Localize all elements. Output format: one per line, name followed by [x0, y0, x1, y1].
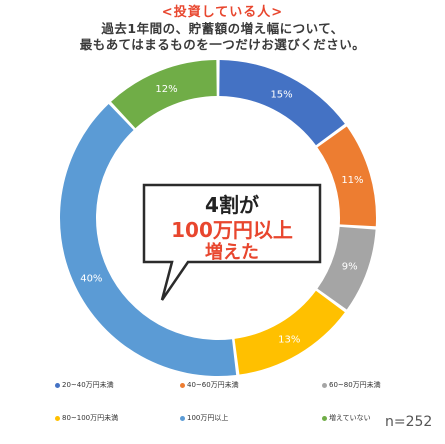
slice-value-label: 12% [155, 84, 177, 95]
legend-item: 80~100万円未満 [55, 413, 118, 423]
legend-dot [322, 415, 327, 421]
legend-label: 40~60万円未満 [187, 381, 239, 389]
slice-value-label: 15% [270, 89, 292, 100]
legend-label: 80~100万円未満 [62, 414, 119, 422]
legend-item: 100万円以上 [180, 413, 228, 423]
callout-bubble: 4割が 100万円以上 増えた [142, 183, 322, 301]
legend-dot [180, 382, 185, 388]
donut-slice [317, 226, 376, 310]
header-line-3: 最もあてはまるものを一つだけお選びください。 [79, 37, 366, 52]
slice-value-label: 11% [341, 175, 363, 186]
slice-value-label: 40% [80, 274, 102, 285]
legend-dot [55, 415, 60, 421]
slice-value-label: 9% [342, 261, 358, 272]
donut-slice [234, 290, 345, 375]
legend-dot [55, 382, 60, 388]
donut-slice-labels: 15% 11% 9% 13% 40% 12% [80, 84, 363, 346]
callout-line-1: 4割が [205, 193, 259, 217]
donut-chart: 15% 11% 9% 13% 40% 12% 4割が 100万円以上 増えた [59, 60, 376, 376]
legend-item: 20~40万円未満 [55, 380, 114, 390]
legend-label: 増えていない [329, 414, 371, 422]
legend-label: 100万円以上 [187, 414, 229, 422]
header-line-1: <投資している人> [161, 5, 284, 20]
header-line-2: 過去1年間の、貯蓄額の増え幅について、 [101, 21, 344, 36]
legend-dot [322, 382, 327, 388]
chart-header: <投資している人> 過去1年間の、貯蓄額の増え幅について、 最もあてはまるものを… [0, 5, 445, 53]
donut-slice [219, 60, 345, 146]
legend-label: 60~80万円未満 [329, 381, 381, 389]
callout-bubble-shape [142, 183, 322, 301]
slice-value-label: 13% [278, 335, 300, 346]
donut-slice [59, 103, 237, 376]
donut-slice [317, 126, 376, 227]
legend-dot [180, 415, 185, 421]
legend-label: 20~40万円未満 [62, 381, 114, 389]
legend-item: 増えていない [322, 413, 371, 423]
callout-line-2: 100万円以上 [171, 218, 293, 242]
sample-size-label: n=252 [385, 414, 433, 430]
donut-slice [111, 60, 217, 129]
legend-item: 60~80万円未満 [322, 380, 381, 390]
callout-line-3: 増えた [205, 241, 259, 263]
legend-item: 40~60万円未満 [180, 380, 239, 390]
donut-slices [59, 60, 376, 376]
